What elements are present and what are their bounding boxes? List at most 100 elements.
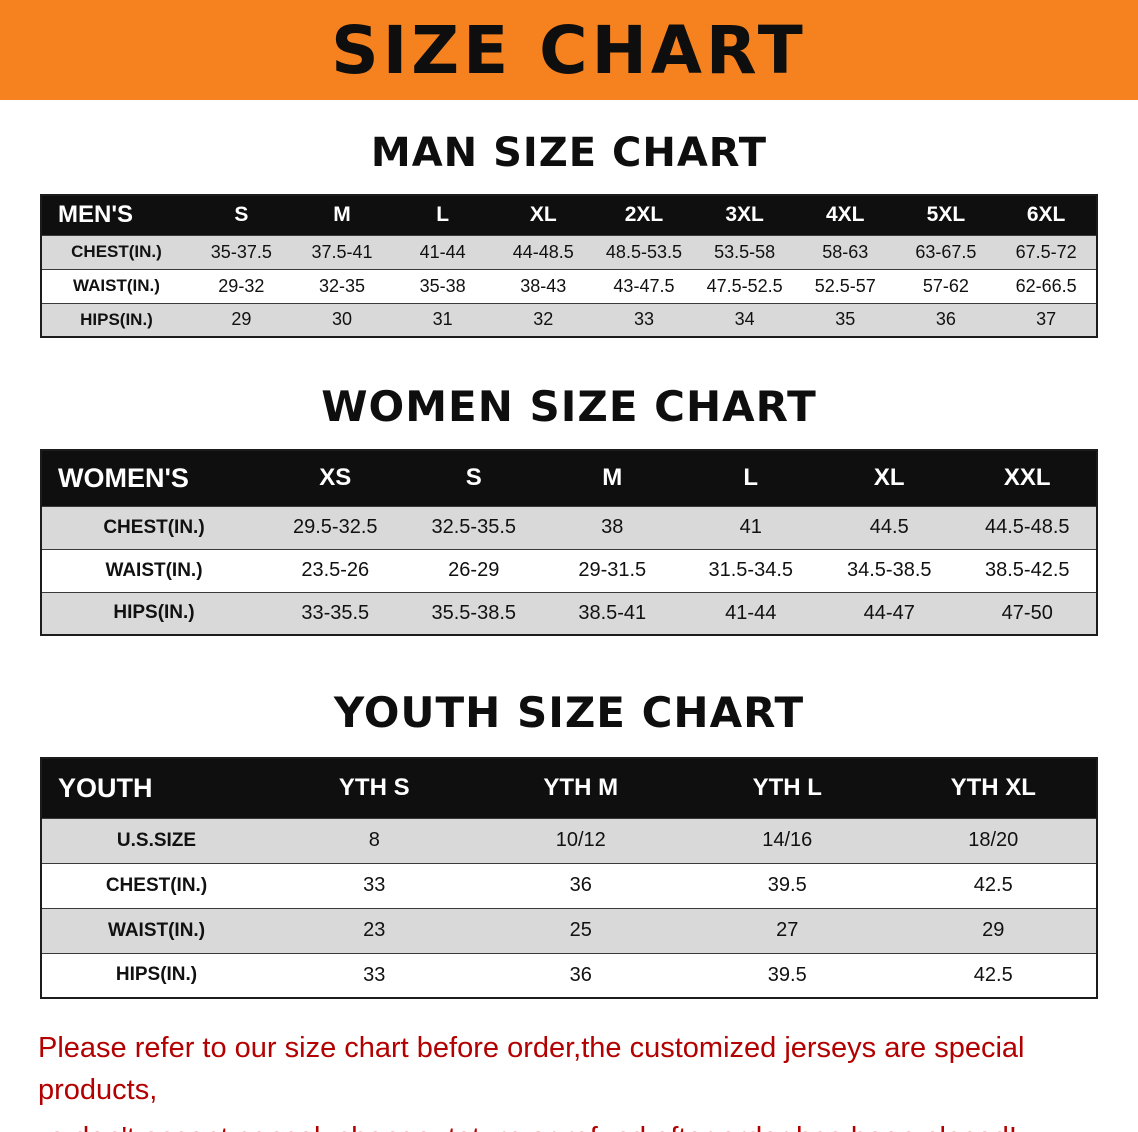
youth-col-header-yth-s: YTH S [271, 758, 478, 818]
size-value-cell: 37.5-41 [291, 234, 393, 269]
size-value-cell: 10/12 [477, 817, 684, 863]
men-group-label: MEN'S [41, 195, 191, 235]
men-size-table: MEN'S S M L XL 2XL 3XL 4XL 5XL 6XL CHEST(IN.) 35-37… [40, 194, 1098, 338]
women-group-label: WOMEN'S [41, 450, 266, 506]
banner: SIZE CHART [0, 0, 1138, 100]
size-value-cell: 41-44 [681, 591, 820, 635]
size-value-cell: 29-31.5 [543, 548, 682, 592]
disclaimer-line-1: Please refer to our size chart before or… [38, 1032, 1025, 1107]
women-size-table: WOMEN'S XS S M L XL XXL CHEST(IN.) 29.5-32.5 32.5… [40, 449, 1098, 636]
size-value-cell: 38 [543, 505, 682, 549]
size-value-cell: 35-38 [392, 268, 493, 303]
men-col-header-3xl: 3XL [694, 195, 795, 235]
men-col-header-2xl: 2XL [593, 195, 695, 235]
youth-row-label-hips-in: HIPS(IN.) [41, 952, 271, 998]
youth-row-label-chest-in: CHEST(IN.) [41, 862, 271, 908]
table-row: WAIST(IN.) 29-32 32-35 35-38 38-43 43-47.5 47.… [41, 268, 1097, 303]
size-value-cell: 33 [271, 952, 478, 998]
size-value-cell: 32 [492, 302, 594, 337]
women-col-header-xxl: XXL [958, 450, 1097, 506]
size-value-cell: 43-47.5 [593, 268, 695, 303]
size-value-cell: 23 [271, 907, 478, 953]
size-value-cell: 35.5-38.5 [404, 591, 543, 635]
size-value-cell: 63-67.5 [895, 234, 997, 269]
men-col-header-4xl: 4XL [794, 195, 896, 235]
size-value-cell: 34.5-38.5 [820, 548, 959, 592]
size-value-cell: 27 [684, 907, 891, 953]
women-size-section: WOMEN SIZE CHART WOMEN'S XS S M L XL XXL CHEST(I… [0, 382, 1138, 636]
women-col-header-m: M [543, 450, 682, 506]
table-row: WAIST(IN.) 23.5-26 26-29 29-31.5 31.5-34.5 34… [41, 548, 1097, 592]
size-value-cell: 31.5-34.5 [681, 548, 820, 592]
size-value-cell: 38.5-42.5 [958, 548, 1097, 592]
size-value-cell: 29-32 [191, 268, 292, 303]
size-value-cell: 42.5 [890, 862, 1097, 908]
men-row-label-chest-in: CHEST(IN.) [41, 234, 191, 269]
women-col-header-xs: XS [266, 450, 405, 506]
table-row: HIPS(IN.) 33-35.5 35.5-38.5 38.5-41 41-44 44-… [41, 591, 1097, 635]
size-value-cell: 57-62 [895, 268, 997, 303]
women-size-chart-heading: WOMEN SIZE CHART [321, 382, 817, 431]
size-value-cell: 44-48.5 [492, 234, 594, 269]
size-value-cell: 36 [477, 862, 684, 908]
youth-table-header-row: YOUTH YTH S YTH M YTH L YTH XL [41, 758, 1097, 818]
men-col-header-5xl: 5XL [895, 195, 997, 235]
women-table-header-row: WOMEN'S XS S M L XL XXL [41, 450, 1097, 506]
men-size-chart-heading: MAN SIZE CHART [370, 130, 768, 176]
women-row-label-waist-in: WAIST(IN.) [41, 548, 266, 592]
page-title: SIZE CHART [331, 11, 807, 89]
women-col-header-s: S [404, 450, 543, 506]
size-value-cell: 47.5-52.5 [694, 268, 795, 303]
size-value-cell: 29.5-32.5 [266, 505, 405, 549]
size-value-cell: 62-66.5 [996, 268, 1097, 303]
men-table-header-row: MEN'S S M L XL 2XL 3XL 4XL 5XL 6XL [41, 195, 1097, 235]
size-value-cell: 41 [681, 505, 820, 549]
youth-size-section: YOUTH SIZE CHART YOUTH YTH S YTH M YTH L YTH … [0, 688, 1138, 999]
size-value-cell: 8 [271, 817, 478, 863]
men-col-header-6xl: 6XL [996, 195, 1097, 235]
disclaimer-line-2: we don't accept cancel, change, teturn o… [28, 1117, 1118, 1132]
table-row: U.S.SIZE 8 10/12 14/16 18/20 [41, 817, 1097, 863]
size-value-cell: 42.5 [890, 952, 1097, 998]
size-value-cell: 44.5 [820, 505, 959, 549]
size-value-cell: 35-37.5 [191, 234, 292, 269]
size-value-cell: 31 [392, 302, 493, 337]
men-col-header-l: L [392, 195, 493, 235]
women-row-label-chest-in: CHEST(IN.) [41, 505, 266, 549]
men-col-header-m: M [291, 195, 393, 235]
size-value-cell: 44-47 [820, 591, 959, 635]
men-col-header-s: S [191, 195, 292, 235]
size-value-cell: 38-43 [492, 268, 594, 303]
table-row: CHEST(IN.) 35-37.5 37.5-41 41-44 44-48.5 48.5… [41, 234, 1097, 269]
size-value-cell: 14/16 [684, 817, 891, 863]
size-value-cell: 18/20 [890, 817, 1097, 863]
size-value-cell: 53.5-58 [694, 234, 795, 269]
youth-group-label: YOUTH [41, 758, 271, 818]
size-value-cell: 33 [271, 862, 478, 908]
size-value-cell: 26-29 [404, 548, 543, 592]
women-col-header-xl: XL [820, 450, 959, 506]
youth-size-table: YOUTH YTH S YTH M YTH L YTH XL U.S.SIZE 8 10/12… [40, 757, 1098, 999]
size-value-cell: 48.5-53.5 [593, 234, 695, 269]
size-value-cell: 67.5-72 [996, 234, 1097, 269]
size-value-cell: 33 [593, 302, 695, 337]
size-value-cell: 29 [191, 302, 292, 337]
size-value-cell: 41-44 [392, 234, 493, 269]
youth-row-label-waist-in: WAIST(IN.) [41, 907, 271, 953]
size-value-cell: 29 [890, 907, 1097, 953]
size-value-cell: 58-63 [794, 234, 896, 269]
men-row-label-waist-in: WAIST(IN.) [41, 268, 191, 303]
size-value-cell: 36 [477, 952, 684, 998]
size-value-cell: 35 [794, 302, 896, 337]
size-value-cell: 52.5-57 [794, 268, 896, 303]
size-value-cell: 32-35 [291, 268, 393, 303]
size-value-cell: 33-35.5 [266, 591, 405, 635]
size-value-cell: 39.5 [684, 952, 891, 998]
size-value-cell: 37 [996, 302, 1097, 337]
men-row-label-hips-in: HIPS(IN.) [41, 302, 191, 337]
table-row: HIPS(IN.) 33 36 39.5 42.5 [41, 952, 1097, 998]
size-value-cell: 30 [291, 302, 393, 337]
men-size-section: MAN SIZE CHART MEN'S S M L XL 2XL 3XL 4XL 5XL 6XL C… [0, 130, 1138, 338]
size-value-cell: 25 [477, 907, 684, 953]
